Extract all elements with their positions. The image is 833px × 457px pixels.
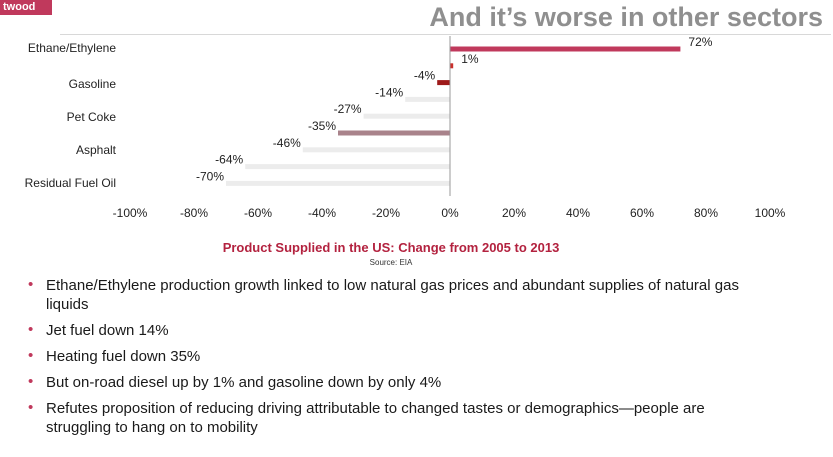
bullet-text: Ethane/Ethylene production growth linked…: [46, 277, 739, 313]
bar-data-label: -64%: [215, 153, 243, 167]
category-label: Asphalt: [76, 143, 117, 157]
category-label: Ethane/Ethylene: [28, 41, 116, 55]
bar: [437, 80, 450, 86]
bar: [363, 113, 450, 119]
x-tick-label: -60%: [244, 206, 272, 220]
bar-data-label: 72%: [688, 35, 712, 49]
x-tick-label: -100%: [113, 206, 148, 220]
x-tick-label: 100%: [755, 206, 786, 220]
bullet-list: • Ethane/Ethylene production growth linke…: [28, 276, 768, 444]
bullet-dot-icon: •: [28, 399, 34, 416]
bar: [226, 180, 450, 186]
bullet-item: • Refutes proposition of reducing driving…: [28, 399, 768, 437]
bar-data-label: -70%: [196, 169, 224, 183]
x-tick-label: 80%: [694, 206, 718, 220]
x-tick-label: 60%: [630, 206, 654, 220]
bar: [245, 164, 450, 170]
bullet-item: • Heating fuel down 35%: [28, 347, 768, 366]
bullet-item: • But on-road diesel up by 1% and gasolin…: [28, 373, 768, 392]
x-tick-label: 20%: [502, 206, 526, 220]
bar: [450, 46, 681, 52]
x-tick-label: 0%: [441, 206, 459, 220]
bar: [302, 147, 450, 153]
bullet-dot-icon: •: [28, 373, 34, 390]
title-divider: [60, 34, 831, 35]
bullet-item: • Jet fuel down 14%: [28, 321, 768, 340]
bar-data-label: -14%: [375, 85, 403, 99]
bar: [450, 63, 454, 69]
bullet-text: But on-road diesel up by 1% and gasoline…: [46, 374, 442, 391]
bullet-dot-icon: •: [28, 321, 34, 338]
chart-title: Product Supplied in the US: Change from …: [222, 240, 560, 255]
x-tick-label: 40%: [566, 206, 590, 220]
bullet-text: Refutes proposition of reducing driving …: [46, 400, 705, 436]
x-tick-label: -80%: [180, 206, 208, 220]
category-label: Gasoline: [69, 77, 117, 91]
bar-data-label: -27%: [334, 102, 362, 116]
bullet-item: • Ethane/Ethylene production growth linke…: [28, 276, 768, 314]
category-label: Pet Coke: [67, 110, 117, 124]
bullet-dot-icon: •: [28, 276, 34, 293]
x-tick-label: -40%: [308, 206, 336, 220]
slide-title: And it’s worse in other sectors: [429, 2, 823, 32]
bullet-text: Jet fuel down 14%: [46, 322, 169, 339]
company-logo: twood: [0, 0, 52, 15]
bar-chart: 72% 1% -4% -14% -27% -35% -46% -64% -70% Ethane/E…: [25, 35, 786, 220]
bar-data-label: -35%: [308, 119, 336, 133]
bar-data-label: 1%: [461, 52, 479, 66]
x-tick-label: -20%: [372, 206, 400, 220]
bar: [405, 96, 450, 102]
chart-source: Source: EIA: [369, 258, 413, 267]
bar-data-label: -4%: [414, 69, 436, 83]
bar: [338, 130, 450, 136]
category-label: Residual Fuel Oil: [25, 176, 116, 190]
bar-data-label: -46%: [273, 136, 301, 150]
bullet-dot-icon: •: [28, 347, 34, 364]
bullet-text: Heating fuel down 35%: [46, 348, 201, 365]
